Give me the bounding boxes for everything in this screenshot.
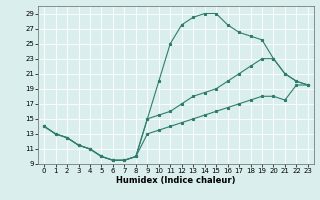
X-axis label: Humidex (Indice chaleur): Humidex (Indice chaleur) [116,176,236,185]
